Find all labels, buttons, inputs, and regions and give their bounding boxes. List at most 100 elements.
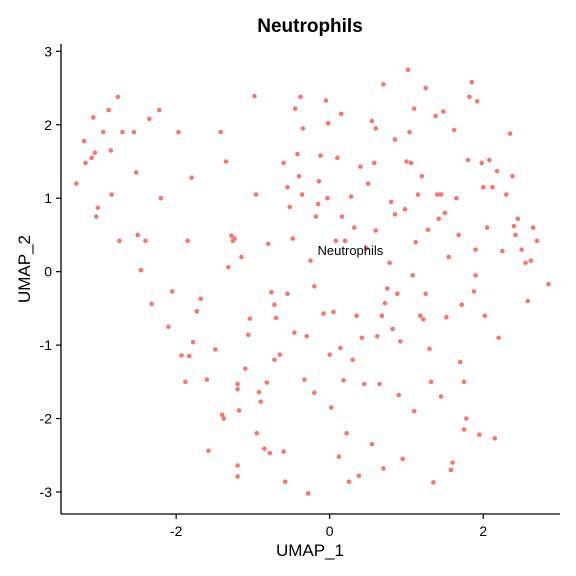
scatter-point [195,309,200,314]
scatter-point [454,196,459,201]
scatter-point [413,240,418,245]
scatter-point [406,67,411,72]
scatter-point [404,159,409,164]
scatter-point [462,380,467,385]
scatter-point [297,174,302,179]
scatter-point [92,150,97,155]
scatter-point [301,126,306,131]
scatter-point [487,158,492,163]
scatter-point [444,315,449,320]
scatter-point [109,148,114,153]
scatter-point [257,390,262,395]
scatter-point [387,261,392,266]
scatter-point [326,121,331,126]
scatter-point [106,108,111,113]
scatter-point [389,200,394,205]
scatter-point [101,130,106,135]
scatter-point [237,408,242,413]
scatter-point [481,185,486,190]
scatter-point [292,330,297,335]
scatter-point [519,247,524,252]
y-tick-label: -1 [40,337,53,353]
scatter-point [117,239,122,244]
scatter-point [385,286,390,291]
scatter-point [318,153,323,158]
scatter-point [147,117,152,122]
scatter-point [452,128,457,133]
scatter-point [187,354,192,359]
scatter-point [252,94,257,99]
scatter-point [529,258,534,263]
scatter-point [295,152,300,157]
scatter-point [191,340,196,345]
scatter-point [109,192,114,197]
scatter-point [400,457,405,462]
scatter-point [496,335,501,340]
y-axis-title: UMAP_2 [15,235,34,303]
scatter-point [472,289,477,294]
scatter-point [407,130,412,135]
scatter-point [235,463,240,468]
scatter-point [546,282,551,287]
scatter-point [189,175,194,180]
scatter-point [287,205,292,210]
scatter-point [510,174,515,179]
scatter-point [277,352,282,357]
scatter-point [248,316,253,321]
scatter-point [89,156,94,161]
scatter-point [179,353,184,358]
scatter-point [213,347,218,352]
y-tick-label: 3 [44,43,52,59]
scatter-point [143,239,148,244]
scatter-point [283,479,288,484]
scatter-point [325,196,330,201]
axes [61,44,560,514]
scatter-point [358,164,363,169]
scatter-point [170,289,175,294]
scatter-point [477,432,482,437]
scatter-point [91,115,96,120]
y-tick-label: -2 [40,411,53,427]
scatter-point [166,324,171,329]
scatter-point [306,491,311,496]
scatter-point [314,214,319,219]
scatter-point [291,236,296,241]
scatter-point [466,158,471,163]
scatter-point [235,382,240,387]
scatter-point [183,380,188,385]
annotations: Neutrophils [318,243,384,258]
scatter-point [82,139,87,144]
scatter-point [446,255,451,260]
scatter-point [421,317,426,322]
y-tick-label: 1 [44,190,52,206]
chart-title: Neutrophils [257,16,363,37]
scatter-point [312,284,317,289]
scatter-point [458,360,463,365]
scatter-point [218,130,223,135]
scatter-point [235,474,240,479]
scatter-point [523,261,528,266]
scatter-point [321,311,326,316]
scatter-point [395,291,400,296]
scatter-point [139,268,144,273]
scatter-point [513,233,518,238]
scatter-point [412,409,417,414]
scatter-point [176,130,181,135]
x-tick-label: -2 [170,523,183,539]
y-tick-label: 0 [44,264,52,280]
scatter-point [360,335,365,340]
scatter-point [426,227,431,232]
scatter-point [423,291,428,296]
scatter-point [475,99,480,104]
scatter-point [339,111,344,116]
scatter-point [285,185,290,190]
scatter-point [206,449,211,454]
scatter-point [412,106,417,111]
scatter-point [393,137,398,142]
y-tick-label: 2 [44,117,52,133]
scatter-point [418,313,423,318]
scatter-point [266,241,271,246]
scatter-point [535,239,540,244]
scatter-point [349,194,354,199]
x-tick-label: 0 [326,523,334,539]
